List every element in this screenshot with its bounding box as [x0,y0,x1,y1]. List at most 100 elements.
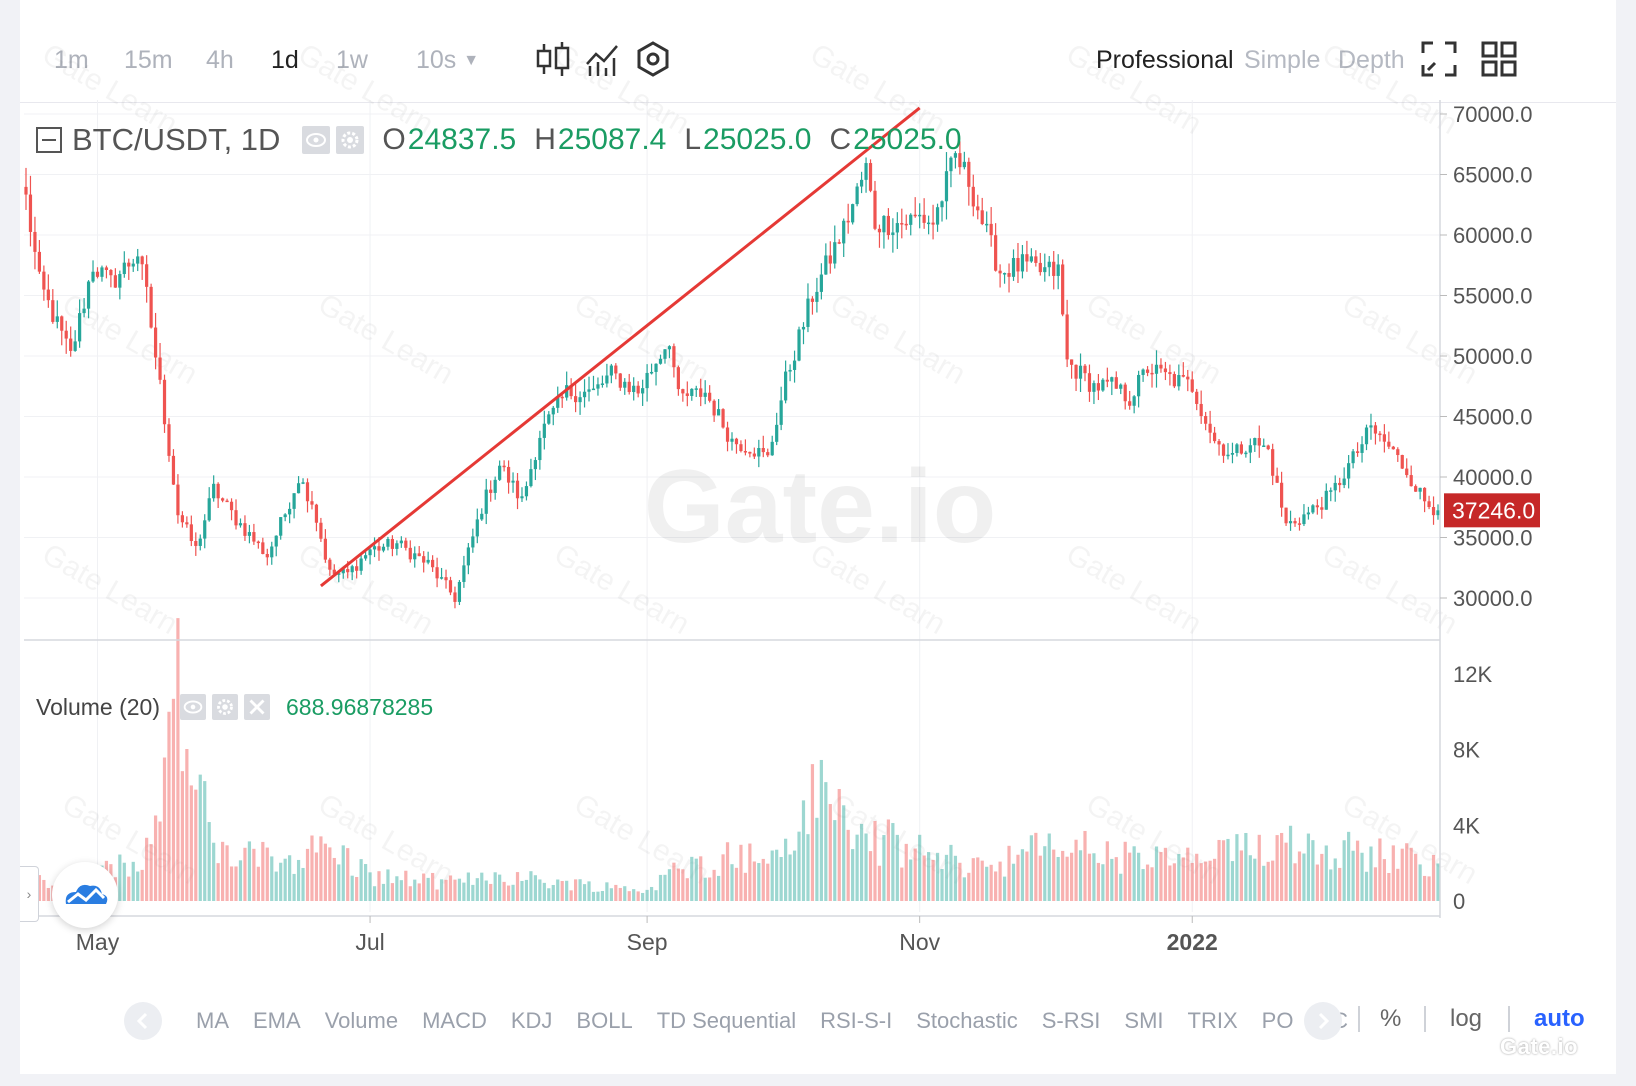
candle[interactable] [225,500,229,503]
volume-eye-icon[interactable] [180,694,207,720]
volume-bar[interactable] [685,878,689,901]
volume-bar[interactable] [859,823,864,901]
candle[interactable] [136,256,140,264]
candle[interactable] [1069,359,1074,365]
volume-bar[interactable] [1007,845,1011,901]
candle[interactable] [730,438,734,442]
candle[interactable] [431,559,435,568]
volume-bar[interactable] [185,749,189,901]
volume-bar[interactable] [1123,841,1127,901]
candle[interactable] [1297,523,1302,525]
volume-bar[interactable] [944,854,949,901]
candle[interactable] [645,372,649,389]
volume-bar[interactable] [301,867,305,901]
indicator-macd[interactable]: MACD [422,1008,487,1033]
volume-bar[interactable] [1002,876,1007,901]
volume-bar[interactable] [775,849,779,901]
volume-bar[interactable] [229,866,234,901]
volume-bar[interactable] [176,618,180,901]
mode-depth[interactable]: Depth [1338,46,1405,74]
candle[interactable] [614,365,618,374]
volume-bar[interactable] [574,879,578,901]
volume-bar[interactable] [842,805,846,901]
candle[interactable] [506,466,511,483]
candle[interactable] [788,369,792,372]
candle[interactable] [694,388,698,390]
candle[interactable] [1145,369,1150,373]
candle[interactable] [703,392,707,397]
candle[interactable] [547,414,551,424]
candle[interactable] [623,381,627,388]
log-toggle[interactable]: log [1450,1005,1483,1032]
candle[interactable] [399,540,403,544]
volume-bar[interactable] [225,845,229,901]
candle[interactable] [716,409,721,416]
volume-bar[interactable] [1275,835,1279,901]
volume-bar[interactable] [591,891,596,901]
candle[interactable] [1029,256,1033,262]
candle[interactable] [806,298,810,327]
candle[interactable] [498,465,502,480]
candle[interactable] [556,396,560,408]
candle[interactable] [533,460,537,470]
volume-bar[interactable] [632,889,636,901]
volume-bar[interactable] [538,879,542,901]
volume-bar[interactable] [1168,865,1172,901]
volume-bar[interactable] [529,871,533,901]
volume-bar[interactable] [1271,860,1275,901]
volume-bar[interactable] [448,875,453,901]
volume-bar[interactable] [265,847,269,901]
candle[interactable] [363,555,368,559]
volume-bar[interactable] [743,872,748,901]
volume-bar[interactable] [873,820,877,901]
candle[interactable] [328,559,332,570]
volume-bar[interactable] [1253,858,1257,901]
candle[interactable] [145,264,149,287]
settings-hex-icon[interactable] [634,40,672,78]
volume-bar[interactable] [171,698,176,901]
volume-bar[interactable] [1396,868,1400,901]
candle[interactable] [466,547,470,566]
candle[interactable] [95,271,100,277]
gear-icon[interactable] [336,126,365,154]
candle[interactable] [1172,374,1176,387]
candle[interactable] [685,393,689,396]
candle[interactable] [1141,369,1145,375]
candle[interactable] [578,397,582,403]
candle[interactable] [149,286,153,328]
candle[interactable] [274,535,278,547]
candle[interactable] [654,363,658,372]
volume-bar[interactable] [145,837,149,901]
volume-bar[interactable] [779,857,783,901]
volume-bar[interactable] [359,859,363,901]
candle[interactable] [1061,264,1065,315]
candle[interactable] [846,220,850,223]
volume-bar[interactable] [506,885,511,901]
volume-bar[interactable] [627,891,631,901]
candle[interactable] [918,214,922,217]
candle[interactable] [792,360,797,370]
volume-bar[interactable] [413,879,417,901]
volume-bar[interactable] [770,850,774,901]
candle[interactable] [770,441,774,456]
volume-bar[interactable] [1315,864,1319,901]
candle[interactable] [256,541,260,544]
candle[interactable] [1154,364,1159,374]
volume-bar[interactable] [1239,850,1243,901]
candle[interactable] [426,559,430,563]
volume-bar[interactable] [1154,846,1159,901]
floating-logo-button[interactable] [52,862,118,928]
candle[interactable] [1427,501,1431,508]
candle[interactable] [1315,505,1319,508]
candle[interactable] [569,385,573,397]
volume-bar[interactable] [37,875,42,901]
candle[interactable] [1391,446,1395,450]
candle[interactable] [234,510,238,526]
volume-bar[interactable] [212,842,216,901]
candle[interactable] [904,223,908,226]
volume-bar[interactable] [1114,857,1118,901]
candle[interactable] [1262,445,1266,448]
candle[interactable] [1078,365,1083,379]
candle[interactable] [931,222,935,225]
candle[interactable] [78,313,82,342]
